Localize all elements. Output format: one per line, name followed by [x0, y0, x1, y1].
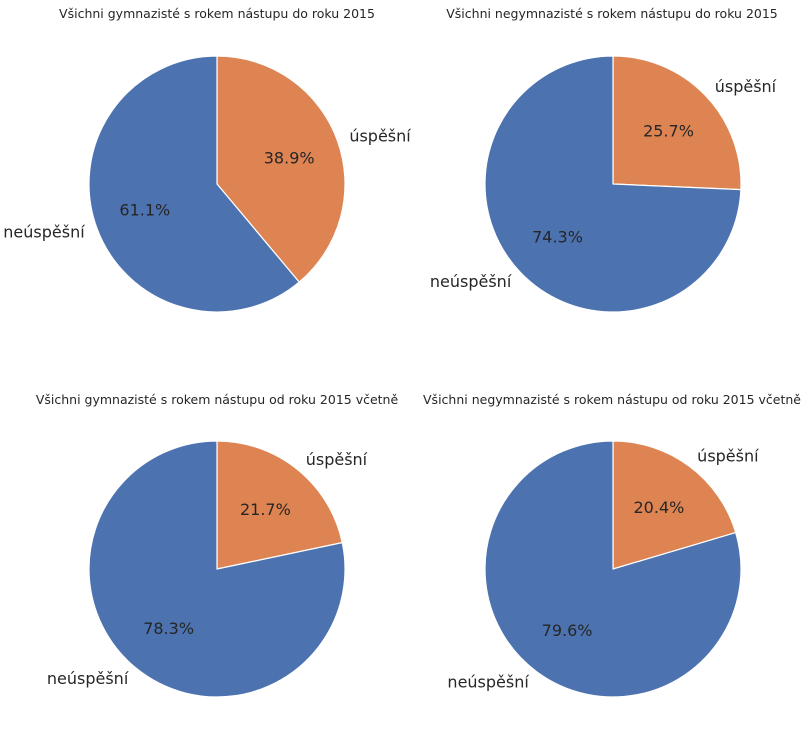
slice-percentage-label: 25.7%: [643, 121, 694, 140]
pie-slice: [484, 55, 742, 313]
chart-title: Všichni gymnazisté s rokem nástupu od ro…: [36, 392, 399, 407]
slice-category-label: úspěšní: [306, 450, 368, 469]
chart-panel-0: Všichni gymnazisté s rokem nástupu do ro…: [3, 6, 411, 313]
pie-slice: [612, 55, 742, 191]
slice-percentage-label: 38.9%: [264, 148, 315, 167]
slice-category-label: neúspěšní: [3, 223, 85, 242]
pie-slice: [216, 440, 343, 570]
pie-1: 25.7% úspěšní 74.3% neúspěšní: [430, 55, 777, 313]
pie-slice: [612, 440, 737, 570]
slice-category-label: úspěšní: [715, 77, 777, 96]
slice-category-label: úspěšní: [697, 447, 759, 466]
chart-title: Všichni gymnazisté s rokem nástupu do ro…: [59, 6, 375, 21]
slice-percentage-label: 78.3%: [143, 619, 194, 638]
pie-0: 38.9% úspěšní 61.1% neúspěšní: [3, 55, 411, 313]
chart-title: Všichni negymnazisté s rokem nástupu do …: [446, 6, 778, 21]
chart-panel-2: Všichni gymnazisté s rokem nástupu od ro…: [36, 392, 399, 698]
chart-panel-1: Všichni negymnazisté s rokem nástupu do …: [430, 6, 778, 313]
slice-percentage-label: 74.3%: [532, 228, 583, 247]
slice-percentage-label: 79.6%: [542, 621, 593, 640]
pie-3: 20.4% úspěšní 79.6% neúspěšní: [447, 440, 759, 698]
chart-panel-3: Všichni negymnazisté s rokem nástupu od …: [423, 392, 801, 698]
chart-title: Všichni negymnazisté s rokem nástupu od …: [423, 392, 801, 407]
slice-category-label: neúspěšní: [47, 669, 129, 688]
slice-percentage-label: 20.4%: [634, 498, 685, 517]
pie-2: 21.7% úspěšní 78.3% neúspěšní: [47, 440, 368, 698]
pie-slice: [88, 440, 346, 698]
pie-slice: [484, 440, 742, 698]
slice-percentage-label: 21.7%: [240, 500, 291, 519]
slice-category-label: neúspěšní: [447, 672, 529, 691]
pie-slice: [216, 55, 346, 283]
slice-category-label: neúspěšní: [430, 272, 512, 291]
slice-category-label: úspěšní: [349, 126, 411, 145]
slice-percentage-label: 61.1%: [119, 201, 170, 220]
pie-slice: [88, 55, 300, 313]
